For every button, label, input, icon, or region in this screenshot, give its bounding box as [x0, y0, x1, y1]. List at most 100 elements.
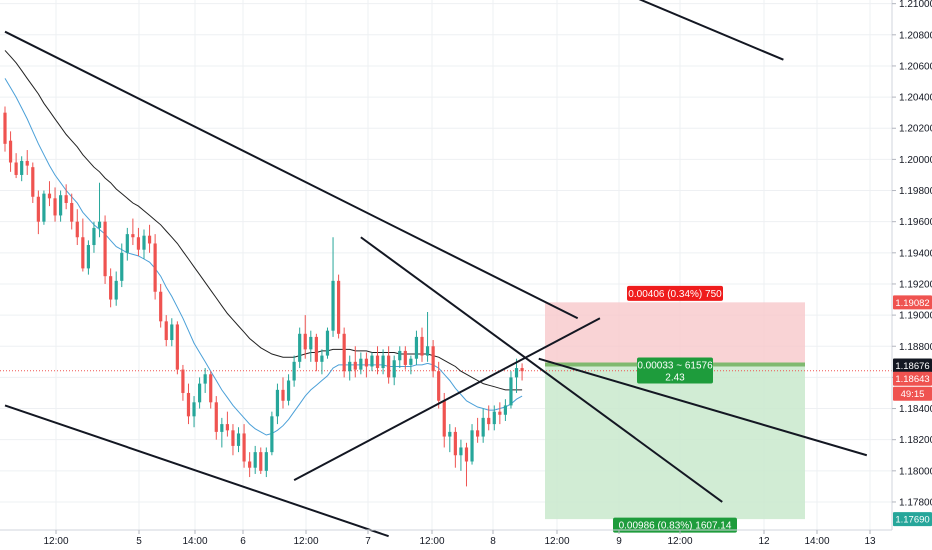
- candle-body: [437, 371, 441, 401]
- candle-body: [359, 358, 363, 370]
- time-tick-label: 7: [365, 536, 371, 547]
- candle-body: [270, 416, 274, 453]
- price-tick-label: 1.19600: [899, 217, 932, 228]
- candle-body: [409, 358, 413, 365]
- candle-body: [36, 196, 40, 222]
- candle-body: [509, 377, 513, 406]
- price-tick-label: 1.20600: [899, 61, 932, 72]
- trend-line: [638, 0, 784, 61]
- time-tick-label: 5: [136, 536, 142, 547]
- candle-body: [476, 430, 480, 437]
- position-zones: [0, 302, 892, 520]
- candle-body: [3, 112, 7, 144]
- candle-body: [75, 221, 79, 238]
- price-tag-bg: [893, 295, 932, 310]
- candle-body: [459, 447, 463, 456]
- trend-line: [360, 236, 723, 503]
- candle-body: [53, 198, 57, 216]
- candle-body: [125, 234, 129, 253]
- candle-body: [253, 452, 257, 468]
- candle-body: [131, 234, 135, 238]
- candle-body: [164, 321, 168, 341]
- stop-label-text: 0.00406 (0.34%) 750: [628, 289, 722, 300]
- candle-body: [375, 355, 380, 369]
- candle-body: [470, 430, 474, 462]
- price-axis[interactable]: 1.178001.180001.182001.184001.186001.188…: [892, 0, 932, 508]
- candle-body: [314, 336, 318, 362]
- price-tick-label: 1.19400: [899, 248, 932, 259]
- time-tick-label: 12:00: [43, 536, 68, 547]
- candle-body: [292, 361, 296, 381]
- candle-body: [303, 333, 307, 350]
- ma-blue-line: [4, 78, 523, 436]
- price-tick-label: 1.21000: [899, 0, 932, 10]
- price-tick-label: 1.18800: [899, 342, 932, 353]
- candle-body: [414, 336, 419, 359]
- candle-body: [431, 346, 435, 372]
- candle-body: [425, 346, 430, 356]
- candle-body: [498, 411, 502, 415]
- candle-body: [487, 417, 491, 425]
- candle-body: [20, 160, 24, 175]
- trend-line: [4, 30, 579, 320]
- price-tag-label: 1.17690: [895, 515, 929, 526]
- price-tag-bg: [893, 386, 932, 401]
- time-tick-label: 12:00: [544, 536, 569, 547]
- candle-body: [464, 447, 469, 462]
- candle-body: [503, 405, 507, 415]
- time-tick-label: 8: [490, 536, 496, 547]
- candle-body: [353, 361, 357, 370]
- time-axis[interactable]: 12:00 5 14:00 6 12:00 7 12:00 8 12:00 9 12:00 12 14:…: [43, 530, 876, 547]
- target-label-text: 0.00986 (0.83%) 1607.14: [619, 521, 732, 532]
- time-tick-label: 12:00: [293, 536, 318, 547]
- candle-body: [520, 368, 524, 372]
- candle-body: [25, 160, 29, 166]
- price-tick-label: 1.20000: [899, 155, 932, 166]
- stop-label-bg: [627, 285, 723, 301]
- candle-body: [142, 235, 146, 250]
- candle-body: [14, 162, 18, 175]
- candle-body: [259, 452, 263, 471]
- candle-body: [325, 330, 330, 356]
- candle-body: [248, 461, 252, 468]
- candle-body: [275, 389, 280, 417]
- candle-body: [136, 237, 141, 250]
- time-tick-label: 12:00: [419, 536, 444, 547]
- price-tick-label: 1.18200: [899, 435, 932, 446]
- candle-body: [331, 280, 335, 331]
- trend-line: [293, 317, 601, 482]
- candle-body: [109, 276, 113, 300]
- price-tag-label: 49:15: [901, 389, 925, 400]
- candle-body: [220, 424, 224, 432]
- time-tick-label: 13: [864, 536, 876, 547]
- candle-body: [442, 400, 446, 437]
- candle-body: [514, 368, 519, 378]
- candle-body: [448, 431, 452, 437]
- candle-body: [403, 350, 407, 365]
- ma-black-line: [4, 50, 523, 391]
- candle-body: [153, 243, 157, 292]
- time-tick-label: 6: [240, 536, 246, 547]
- candle-body: [364, 358, 368, 367]
- position-labels: 0.00406 (0.34%) 750 0.00033 ~ 61576 2.43…: [613, 285, 737, 533]
- candle-body: [392, 360, 396, 378]
- candle-body: [59, 195, 63, 216]
- time-tick-label: 14:00: [182, 536, 207, 547]
- candle-body: [81, 237, 85, 269]
- trend-line: [4, 404, 389, 538]
- time-tick-label: 9: [616, 536, 622, 547]
- price-tag-label: 1.19082: [895, 298, 929, 309]
- price-tick-label: 1.19000: [899, 311, 932, 322]
- candles: [3, 106, 524, 487]
- candle-body: [147, 235, 152, 244]
- price-tick-label: 1.20200: [899, 124, 932, 135]
- candle-body: [231, 430, 235, 446]
- time-tick-label: 14:00: [804, 536, 829, 547]
- moving-averages: [4, 50, 523, 436]
- candle-body: [309, 336, 313, 350]
- price-tick-label: 1.18000: [899, 466, 932, 477]
- price-tag-label: 1.18676: [895, 361, 929, 372]
- candle-body: [8, 140, 13, 163]
